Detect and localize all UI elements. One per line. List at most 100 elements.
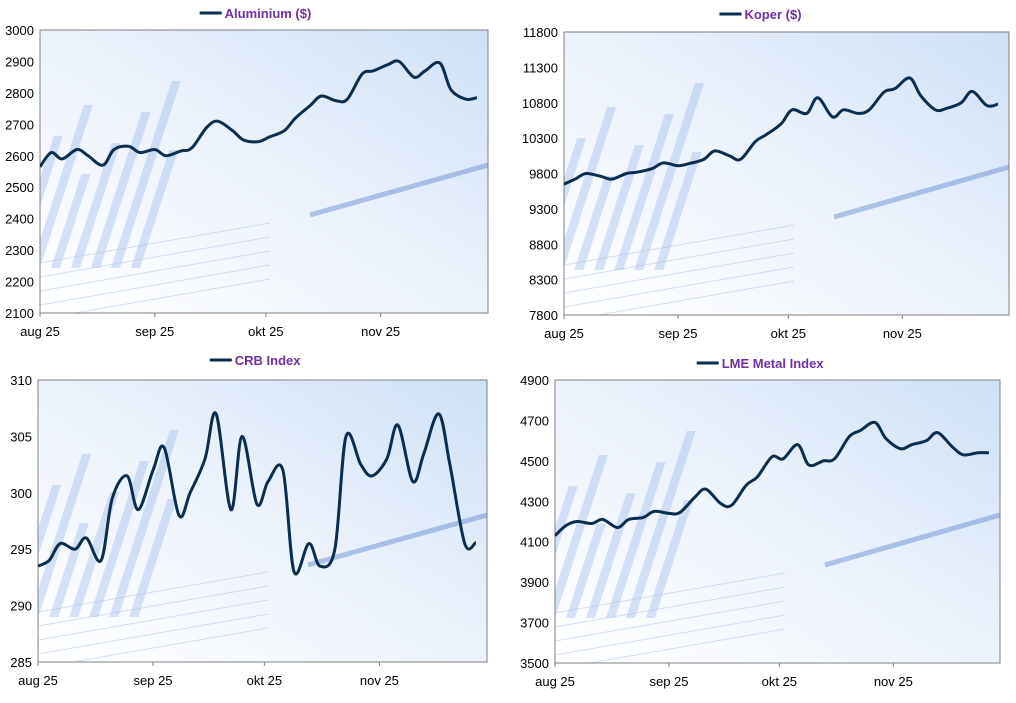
x-tick-label: okt 25 [248,324,283,339]
plot-frame [37,379,488,663]
background-motif [514,83,1009,315]
y-tick-label: 285 [10,655,32,670]
background-grid-shape [564,238,795,280]
x-tick-label: sep 25 [134,673,173,688]
background-bar-shape [564,138,587,270]
background-bar-shape [564,107,617,270]
background-bar-shape [514,169,556,270]
background-grid-shape [40,222,271,264]
y-tick-label: 4900 [520,373,549,388]
y-tick-label: 9800 [529,167,558,182]
chart-panel: 7800 8300 8800 9300 9800 10300 10800 11300 11800… [508,0,1016,345]
x-tick-label: sep 25 [649,674,688,689]
background-bar-shape [40,105,93,268]
background-grid-shape [555,600,786,642]
y-tick-label: 7800 [529,308,558,323]
background-motif [0,81,488,313]
background-bar-shape [614,114,674,270]
x-tick-label: sep 25 [658,326,697,341]
line-chart: 285 290 295 300 305 310 aug 25 sep 25 okt 25 nov … [0,353,488,688]
y-tick-label: 2700 [5,117,34,132]
background-grid-shape [40,264,271,306]
chart-panel: 3500 3700 3900 4100 4300 4500 4700 4900 aug 25 se… [508,350,1016,703]
x-tick-label: nov 25 [883,326,922,341]
background-bar-shape [40,136,63,268]
background-bar-shape [0,198,3,268]
background-grid-shape [38,613,269,655]
background-bar-shape [70,143,121,268]
background-grid-shape [69,627,269,662]
y-tick-label: 3700 [520,616,549,631]
y-tick-label: 9300 [529,202,558,217]
y-tick-label: 290 [10,599,32,614]
y-tick-label: 8800 [529,237,558,252]
plot-frame [39,29,489,314]
y-tick-label: 4500 [520,454,549,469]
y-tick-label: 2600 [5,149,34,164]
x-tick-label: nov 25 [361,324,400,339]
chart-panel: 2100 2200 2300 2400 2500 2600 2700 2800 2900 3000… [0,0,508,345]
background-bar-shape [634,83,705,270]
background-bar-shape [625,431,696,618]
y-tick-label: 3900 [520,575,549,590]
line-chart: 2100 2200 2300 2400 2500 2600 2700 2800 2900 3000… [0,6,489,339]
x-tick-label: okt 25 [762,674,797,689]
y-tick-label: 8300 [529,273,558,288]
x-tick-label: okt 25 [247,673,282,688]
y-tick-label: 3500 [520,656,549,671]
y-tick-label: 10800 [522,96,558,111]
background-bar-shape [110,81,181,268]
y-tick-label: 10300 [522,131,558,146]
y-tick-label: 3000 [5,23,34,38]
background-grid-shape [586,628,786,663]
y-tick-label: 2400 [5,212,34,227]
x-tick-label: aug 25 [535,674,575,689]
background-streak-shape [833,164,1009,220]
x-tick-label: nov 25 [874,674,913,689]
line-chart: 7800 8300 8800 9300 9800 10300 10800 11300 11800… [522,7,1010,341]
background-bar-shape [38,454,92,617]
line-chart: 3500 3700 3900 4100 4300 4500 4700 4900 aug 25 se… [520,356,1001,689]
background-grid-shape [555,614,786,656]
y-tick-label: 2800 [5,86,34,101]
y-tick-label: 11300 [523,60,558,75]
chart-title: LME Metal Index [722,356,825,371]
series-line [38,411,477,576]
background-bar-shape [654,152,702,270]
y-tick-label: 4100 [520,535,549,550]
background-bar-shape [565,524,606,618]
background-streak-shape [307,512,487,568]
y-tick-label: 4700 [520,413,549,428]
background-grid-shape [38,585,269,627]
plot-frame [563,31,1010,316]
chart-title: Koper ($) [744,7,801,22]
background-bar-shape [0,547,1,617]
y-tick-label: 310 [10,373,32,388]
background-grid-shape [564,266,795,308]
background-grid-shape [38,599,269,641]
y-tick-label: 2900 [5,54,34,69]
series-line [40,59,478,168]
background-bar-shape [605,462,666,618]
background-grid-shape [71,278,271,313]
y-tick-label: 2300 [5,243,34,258]
background-streak-shape [309,162,488,218]
background-bar-shape [38,485,62,617]
y-tick-label: 4300 [520,494,549,509]
background-bar-shape [50,174,91,268]
background-bar-shape [574,176,614,270]
background-streak-shape [824,512,1000,568]
background-bar-shape [109,430,180,617]
x-tick-label: aug 25 [18,673,58,688]
y-tick-label: 11800 [523,25,558,40]
background-grid-shape [38,571,269,613]
background-grid-shape [595,280,795,315]
chart-title: CRB Index [235,353,302,368]
background-grid-shape [564,224,795,266]
x-tick-label: aug 25 [20,324,60,339]
background-grid-shape [555,572,786,614]
chart-panel: 285 290 295 300 305 310 aug 25 sep 25 okt 25 nov … [0,350,508,703]
y-tick-label: 295 [10,542,32,557]
x-tick-label: okt 25 [771,326,806,341]
